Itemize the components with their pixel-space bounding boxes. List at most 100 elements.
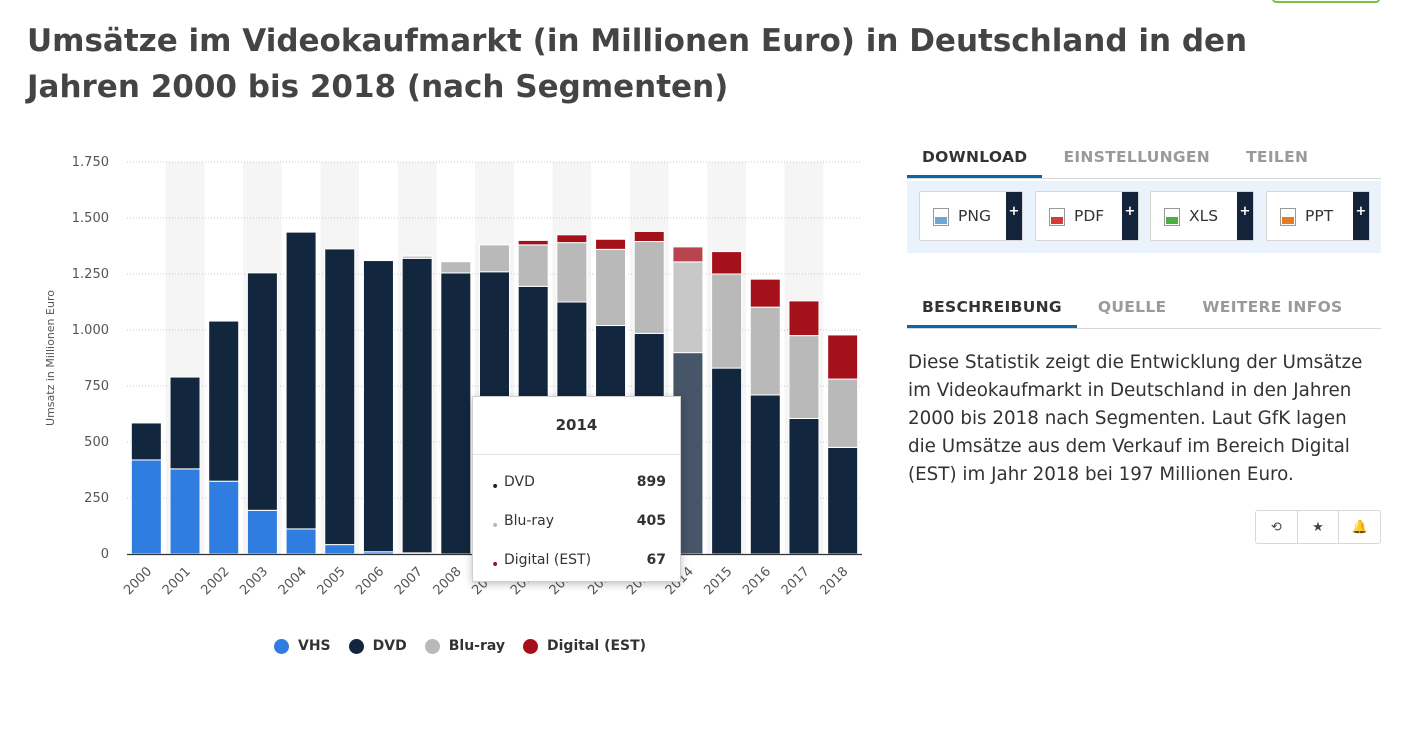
xls-plus-button[interactable]: + bbox=[1237, 192, 1253, 240]
bar-blu-ray-2009 bbox=[479, 244, 510, 273]
bar-dvd-2016 bbox=[749, 394, 781, 555]
png-plus-button[interactable]: + bbox=[1006, 192, 1022, 240]
legend-label-dvd: DVD bbox=[372, 638, 407, 654]
bar-blu-ray-2017 bbox=[788, 335, 820, 419]
bar-digital-est--2016 bbox=[749, 278, 781, 308]
bar-dvd-2005 bbox=[324, 248, 356, 546]
tooltip-row-digital: • Digital (EST) 67 bbox=[473, 552, 680, 573]
bar-blu-ray-2012 bbox=[595, 248, 627, 327]
bar-digital-est--2010 bbox=[517, 239, 549, 246]
download-png-button[interactable]: PNG + bbox=[919, 191, 1023, 241]
bar-dvd-2017 bbox=[788, 417, 820, 555]
history-icon[interactable]: ⟲ bbox=[1256, 511, 1298, 543]
ppt-plus-button[interactable]: + bbox=[1353, 192, 1369, 240]
x-tick-label: 2004 bbox=[276, 564, 310, 598]
bar-vhs-2001 bbox=[169, 468, 201, 555]
bar-blu-ray-2013 bbox=[633, 241, 665, 334]
x-tick-label: 2002 bbox=[199, 564, 233, 598]
legend-item-vhs[interactable]: VHS bbox=[274, 638, 331, 654]
bell-icon[interactable]: 🔔 bbox=[1351, 519, 1368, 535]
download-tabs: DOWNLOAD EINSTELLUNGEN TEILEN bbox=[907, 148, 1381, 179]
x-tick-label: 2018 bbox=[817, 564, 851, 598]
bar-digital-est--2014 bbox=[672, 246, 704, 263]
tab-download[interactable]: DOWNLOAD bbox=[907, 148, 1043, 178]
bar-dvd-2018 bbox=[827, 446, 859, 555]
y-tick-label: 750 bbox=[84, 379, 109, 394]
bar-blu-ray-2007 bbox=[401, 255, 433, 259]
star-icon[interactable]: ★ bbox=[1298, 511, 1340, 543]
legend-label-vhs: VHS bbox=[298, 638, 331, 654]
tab-teilen[interactable]: TEILEN bbox=[1246, 148, 1309, 166]
x-tick-label: 2000 bbox=[121, 564, 155, 598]
tooltip-dot-icon: • bbox=[491, 518, 500, 534]
tooltip-row-bluray: • Blu-ray 405 bbox=[473, 513, 680, 534]
legend-dot-digital bbox=[523, 638, 539, 654]
download-pdf-button[interactable]: PDF + bbox=[1035, 191, 1139, 241]
x-tick-label: 2006 bbox=[353, 564, 387, 598]
bar-blu-ray-2010 bbox=[517, 244, 549, 287]
download-xls-button[interactable]: XLS + bbox=[1150, 191, 1254, 241]
bar-dvd-2002 bbox=[208, 320, 240, 482]
tooltip-row-dvd: • DVD 899 bbox=[473, 474, 680, 495]
x-tick-label: 2007 bbox=[392, 564, 426, 598]
description-text: Diese Statistik zeigt die Entwicklung de… bbox=[908, 352, 1363, 485]
tooltip-dot-icon: • bbox=[491, 479, 500, 495]
png-file-icon bbox=[933, 208, 949, 226]
bar-vhs-2003 bbox=[246, 509, 278, 555]
bar-digital-est--2015 bbox=[711, 251, 743, 275]
y-tick-label: 1.250 bbox=[72, 267, 109, 282]
bar-digital-est--2013 bbox=[633, 230, 665, 243]
bar-dvd-2006 bbox=[362, 260, 394, 553]
bar-vhs-2004 bbox=[285, 528, 317, 555]
bar-blu-ray-2011 bbox=[556, 242, 588, 303]
bar-dvd-2000 bbox=[130, 422, 162, 461]
tab-beschreibung[interactable]: BESCHREIBUNG bbox=[907, 298, 1077, 328]
bar-dvd-2001 bbox=[169, 376, 201, 470]
bar-vhs-2005 bbox=[324, 544, 356, 555]
tab-einstellungen[interactable]: EINSTELLUNGEN bbox=[1063, 148, 1211, 166]
download-ppt-label: PPT bbox=[1305, 207, 1334, 225]
legend-label-digital: Digital (EST) bbox=[547, 638, 647, 654]
y-axis-title: Umsatz in Millionen Euro bbox=[44, 290, 57, 426]
tab-weitere-infos[interactable]: WEITERE INFOS bbox=[1202, 298, 1343, 316]
legend-item-bluray[interactable]: Blu-ray bbox=[424, 638, 506, 654]
tooltip-value: 899 bbox=[636, 474, 666, 490]
bar-dvd-2007 bbox=[401, 257, 433, 554]
x-tick-label: 2003 bbox=[237, 564, 271, 598]
chart: 0 250 500 750 1.000 1.250 1.500 1.750 Umsatz in … bbox=[44, 155, 862, 598]
bar-digital-est--2011 bbox=[556, 234, 588, 244]
download-xls-label: XLS bbox=[1189, 207, 1219, 225]
y-tick-label: 500 bbox=[84, 435, 109, 450]
y-tick-label: 1.500 bbox=[72, 211, 109, 226]
tooltip-label: Blu-ray bbox=[504, 513, 555, 529]
x-tick-label: 2016 bbox=[740, 564, 774, 598]
top-right-tab[interactable] bbox=[1272, 0, 1380, 3]
tooltip-dot-icon: • bbox=[491, 557, 500, 573]
x-tick-label: 2008 bbox=[431, 564, 465, 598]
download-ppt-button[interactable]: PPT + bbox=[1266, 191, 1370, 241]
legend-label-bluray: Blu-ray bbox=[448, 638, 506, 654]
legend-item-dvd[interactable]: DVD bbox=[348, 638, 407, 654]
tab-quelle[interactable]: QUELLE bbox=[1097, 298, 1167, 316]
x-tick-label: 2015 bbox=[701, 564, 735, 598]
bar-blu-ray-2008 bbox=[440, 261, 472, 274]
x-tick-label: 2005 bbox=[315, 564, 349, 598]
ppt-file-icon bbox=[1280, 208, 1296, 226]
page-title: Umsätze im Videokaufmarkt (in Millionen … bbox=[27, 23, 1248, 105]
bar-blu-ray-2018 bbox=[827, 378, 859, 448]
x-tick-label: 2017 bbox=[779, 564, 813, 598]
bar-vhs-2002 bbox=[208, 480, 240, 555]
pdf-plus-button[interactable]: + bbox=[1122, 192, 1138, 240]
action-bar: ⟲ ★ 🔔 bbox=[1255, 510, 1381, 544]
legend-item-digital[interactable]: Digital (EST) bbox=[523, 638, 646, 654]
pdf-file-icon bbox=[1049, 208, 1065, 226]
download-pdf-label: PDF bbox=[1074, 207, 1105, 225]
bar-digital-est--2017 bbox=[788, 300, 820, 337]
legend-dot-vhs bbox=[274, 638, 289, 654]
download-png-label: PNG bbox=[958, 207, 991, 225]
y-tick-label: 1.000 bbox=[72, 323, 109, 338]
bar-dvd-2004 bbox=[285, 231, 317, 530]
legend-dot-bluray bbox=[424, 638, 440, 654]
x-tick-label: 2001 bbox=[160, 564, 194, 598]
bar-dvd-2008 bbox=[440, 272, 472, 555]
